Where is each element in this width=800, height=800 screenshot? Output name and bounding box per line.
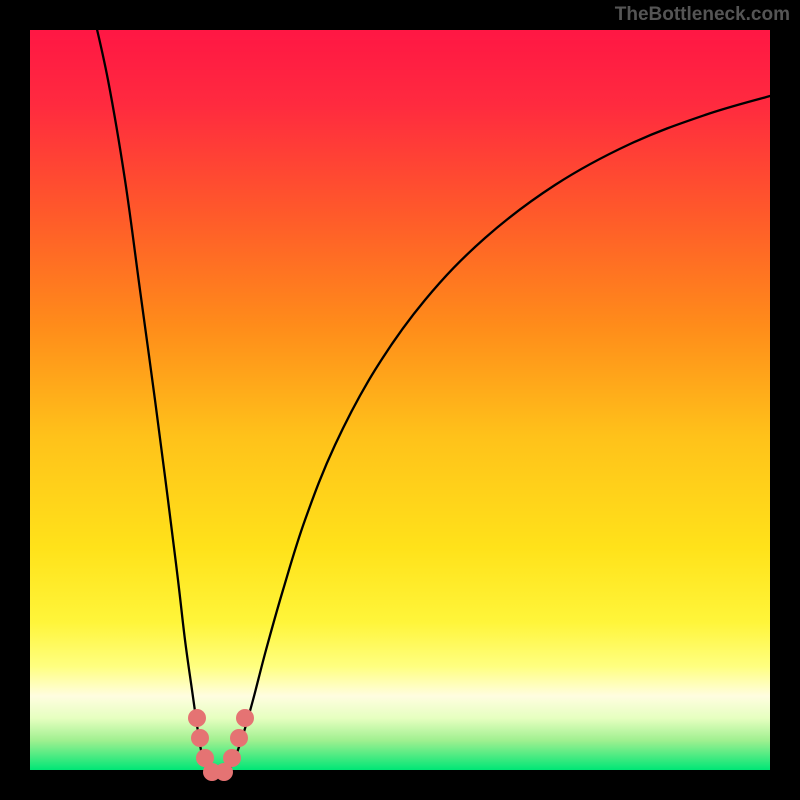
watermark-text: TheBottleneck.com	[615, 4, 790, 26]
trough-marker	[236, 709, 254, 727]
trough-marker	[188, 709, 206, 727]
plot-background	[30, 30, 770, 770]
trough-marker	[230, 729, 248, 747]
trough-marker	[191, 729, 209, 747]
trough-marker	[223, 749, 241, 767]
bottleneck-curve-chart	[0, 0, 800, 800]
chart-container: TheBottleneck.com	[0, 0, 800, 800]
